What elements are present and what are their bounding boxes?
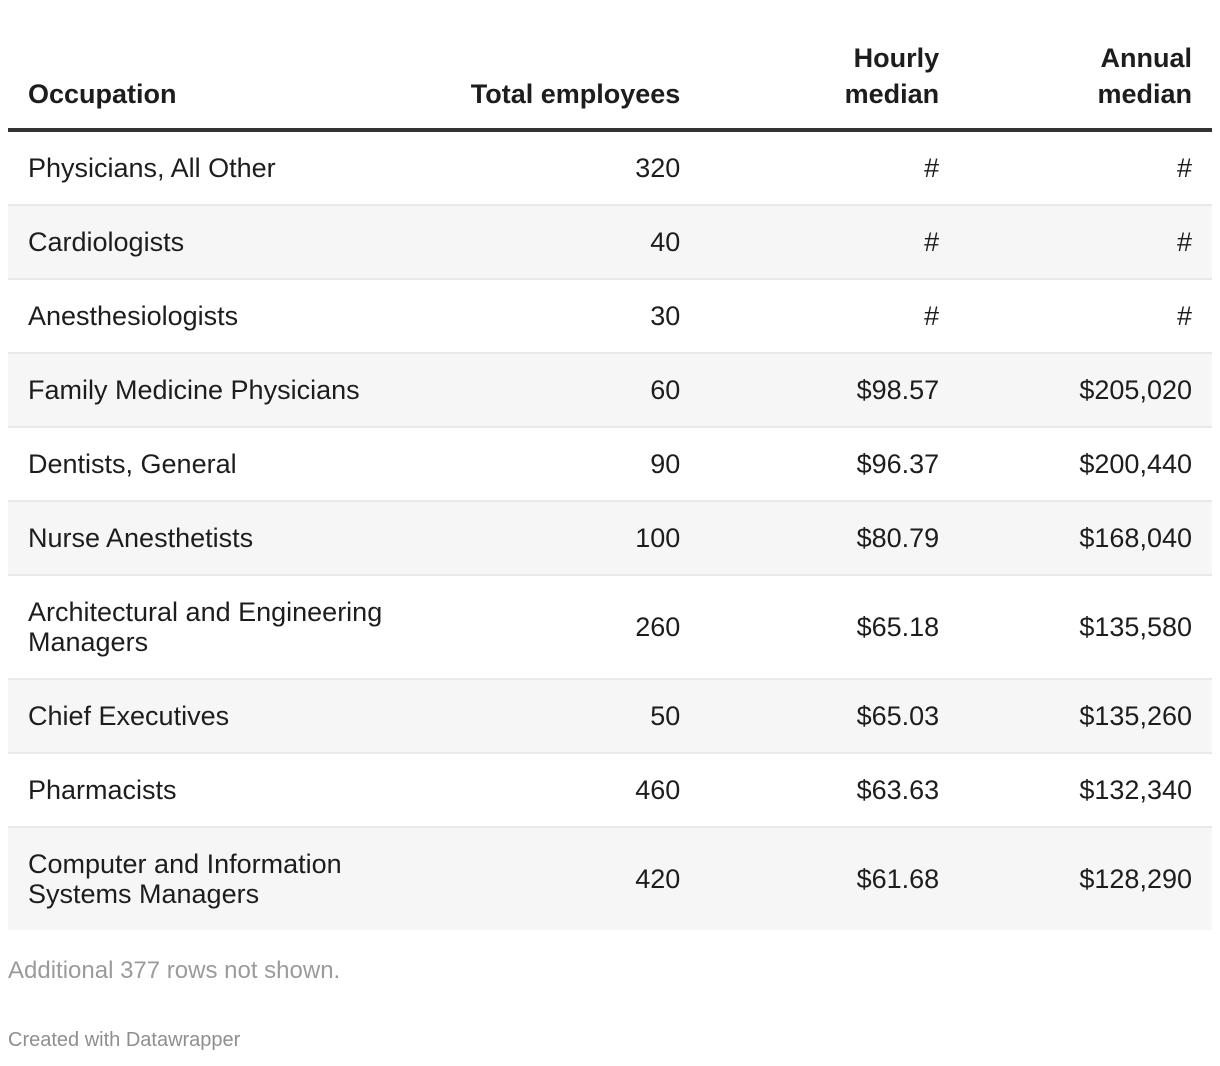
total-employees-cell: 50 [650,701,681,731]
column-header-total-employees: Total employees [417,0,701,132]
total-employees-cell: 90 [650,449,681,479]
annual-median-cell: $135,260 [1079,701,1192,731]
occupation-cell: Physicians, All Other [28,153,276,183]
hourly-median-cell: $80.79 [856,523,940,553]
table-row: Dentists, General 90 $96.37 $200,440 [8,427,1212,501]
annual-median-cell: # [1176,301,1192,331]
data-table: Occupation Total employees Hourly median… [8,0,1212,930]
annual-median-cell: $168,040 [1079,523,1192,553]
table-row: Nurse Anesthetists 100 $80.79 $168,040 [8,501,1212,575]
hourly-median-cell: $65.03 [856,701,940,731]
total-employees-cell: 420 [635,864,681,894]
header-row: Occupation Total employees Hourly median… [8,0,1212,132]
total-employees-cell: 260 [635,612,681,642]
table-body: Physicians, All Other 320 # # Cardiologi… [8,130,1212,930]
annual-median-cell: $132,340 [1079,775,1192,805]
hourly-median-cell: $61.68 [856,864,940,894]
total-employees-cell: 60 [650,375,681,405]
table-row: Computer and Information Systems Manager… [8,827,1212,930]
hourly-median-cell: # [924,153,940,183]
table-row: Cardiologists 40 # # [8,205,1212,279]
occupation-cell: Family Medicine Physicians [28,375,360,405]
occupation-cell: Computer and Information Systems Manager… [28,849,342,909]
hourly-median-cell: $96.37 [856,449,940,479]
occupation-cell: Chief Executives [28,701,230,731]
annual-median-cell: # [1176,227,1192,257]
column-header-annual-median: Annual median [959,0,1212,132]
annual-median-cell: $200,440 [1079,449,1192,479]
hourly-median-cell: $65.18 [856,612,940,642]
table-row: Family Medicine Physicians 60 $98.57 $20… [8,353,1212,427]
total-employees-cell: 100 [635,523,681,553]
occupation-cell: Anesthesiologists [28,301,239,331]
table-row: Architectural and Engineering Managers 2… [8,575,1212,679]
column-header-hourly-median: Hourly median [700,0,960,132]
table-row: Anesthesiologists 30 # # [8,279,1212,353]
annual-median-cell: # [1176,153,1192,183]
total-employees-cell: 30 [650,301,681,331]
table-row: Physicians, All Other 320 # # [8,130,1212,205]
hourly-median-cell: $63.63 [856,775,940,805]
column-header-occupation: Occupation [8,0,418,132]
table-row: Chief Executives 50 $65.03 $135,260 [8,679,1212,753]
datawrapper-credit: Created with Datawrapper [8,1029,241,1051]
hourly-median-cell: # [924,301,940,331]
occupation-cell: Pharmacists [28,775,177,805]
annual-median-cell: $128,290 [1079,864,1192,894]
hourly-median-cell: # [924,227,940,257]
annual-median-cell: $135,580 [1079,612,1192,642]
total-employees-cell: 320 [635,153,681,183]
table-header: Occupation Total employees Hourly median… [8,0,1212,132]
total-employees-cell: 460 [635,775,681,805]
occupation-cell: Dentists, General [28,449,237,479]
hourly-median-cell: $98.57 [856,375,940,405]
annual-median-cell: $205,020 [1079,375,1192,405]
rows-not-shown-note: Additional 377 rows not shown. [8,957,341,984]
occupation-cell: Cardiologists [28,227,185,257]
occupation-cell: Architectural and Engineering Managers [28,597,383,657]
occupation-cell: Nurse Anesthetists [28,523,254,553]
table-row: Pharmacists 460 $63.63 $132,340 [8,753,1212,827]
total-employees-cell: 40 [650,227,681,257]
